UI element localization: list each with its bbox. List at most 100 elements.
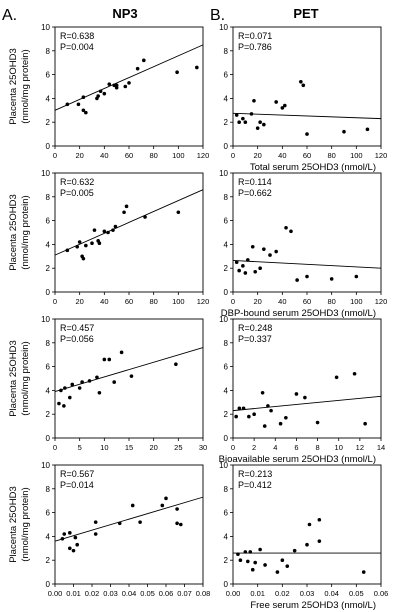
y-tick-label: 4 [224,532,229,541]
x-tick-label: 0.00 [48,589,63,598]
x-tick-label: 0.05 [140,589,155,598]
data-point [160,503,165,508]
x-tick-label: 0 [231,443,235,452]
regression-line [232,395,382,412]
stat-label: R=0.638 [60,31,94,41]
x-tick-label: 20 [149,443,157,452]
data-point [92,228,97,232]
y-axis-label: (nmol/mg protein) [20,341,31,415]
data-point [243,550,248,554]
data-point [123,84,128,89]
x-tick-label: 80 [327,297,335,306]
data-point [253,269,257,274]
stat-label: P=0.412 [238,480,272,490]
data-point [352,371,357,376]
data-point [95,375,99,380]
x-tick-label: 80 [327,151,335,160]
x-tick-label: 40 [100,151,108,160]
data-point [283,103,287,108]
data-point [75,244,79,249]
x-tick-label: 0 [231,297,235,306]
data-point [97,390,102,395]
data-point [114,83,119,88]
y-axis-label: Placenta 25OHD3 [8,340,19,417]
y-tick-label: 6 [224,363,229,372]
data-point [249,112,254,116]
x-tick-label: 100 [350,297,363,306]
data-point [268,253,272,257]
data-point [303,395,307,400]
data-point [266,404,270,408]
x-axis-label: Bioavailable serum 25OHD3 (nmol/L) [219,454,376,465]
data-point [65,102,70,107]
data-point [275,570,280,574]
x-tick-label: 0.02 [275,589,290,598]
data-point [301,83,306,88]
data-point [143,215,147,219]
x-tick-label: 80 [149,297,157,306]
data-point [63,386,67,390]
panel-label-a: A. [2,7,17,24]
data-point [307,522,312,527]
x-tick-label: 10 [100,443,108,452]
data-point [278,421,283,426]
y-tick-label: 4 [224,386,229,395]
x-axis-label: Total serum 25OHD3 (nmol/L) [250,162,376,173]
y-tick-label: 2 [224,264,229,273]
data-point [112,83,116,88]
data-point [117,521,122,526]
chart-panel-pet-3: 0 2 4 6 8 10 0.00 0.01 0.02 0.03 0.04 0.05 0.06 R=0.2… [219,461,388,611]
data-point [284,225,288,230]
stat-label: R=0.632 [60,177,94,187]
y-tick-label: 0 [46,434,51,443]
data-point [365,127,370,132]
plot-frame [232,318,382,439]
data-point [135,66,140,71]
data-point [98,89,103,94]
x-tick-label: 25 [174,443,182,452]
data-point [174,362,178,367]
data-point [255,126,260,130]
data-point [252,412,256,417]
y-tick-label: 10 [41,23,50,32]
data-point [93,532,98,536]
x-tick-label: 10 [335,443,343,452]
data-point [317,517,322,522]
data-point [361,570,366,574]
x-tick-label: 0 [231,151,235,160]
y-tick-label: 2 [46,118,51,127]
x-tick-label: 0.08 [196,589,211,598]
regression-line [54,347,204,393]
regression-line [54,189,204,256]
x-tick-label: 0.01 [250,589,265,598]
regression-line [232,260,382,269]
x-tick-label: 120 [197,151,210,160]
x-tick-label: 100 [350,151,363,160]
y-tick-label: 10 [219,461,228,470]
data-point [68,395,72,400]
y-tick-label: 8 [224,339,229,348]
data-point [305,132,309,136]
data-point [354,274,359,279]
data-point [274,249,278,254]
data-point [84,243,88,248]
data-point [93,520,98,524]
y-tick-label: 6 [46,71,51,80]
data-point [234,414,238,419]
x-tick-label: 60 [303,297,311,306]
x-tick-label: 8 [315,443,319,452]
stat-label: R=0.071 [238,31,272,41]
data-point [246,559,250,564]
data-point [334,375,339,380]
data-point [164,496,168,501]
data-point [317,539,322,543]
y-tick-label: 6 [46,509,51,518]
y-tick-label: 0 [224,142,229,151]
data-point [60,536,65,541]
y-tick-label: 10 [219,315,228,324]
data-point [262,122,266,127]
y-axis-label: (nmol/mg protein) [20,487,31,561]
